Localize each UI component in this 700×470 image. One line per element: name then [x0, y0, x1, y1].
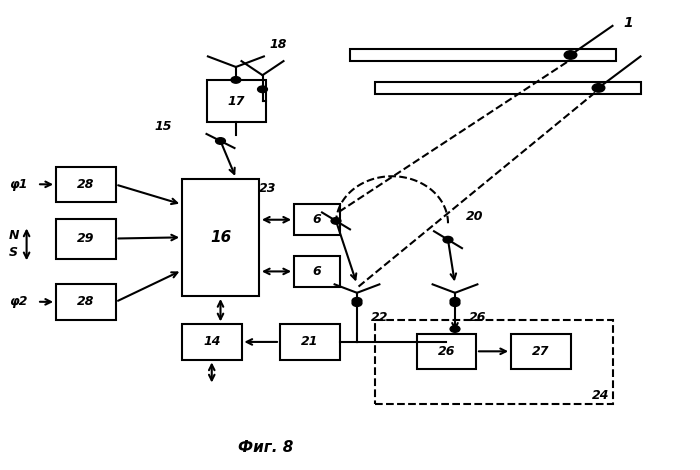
Bar [56, 219, 116, 258]
Text: 28: 28 [77, 296, 94, 308]
Text: 21: 21 [301, 336, 318, 348]
Text: 29: 29 [77, 232, 94, 245]
Text: 22: 22 [371, 311, 388, 324]
Bar [374, 82, 640, 94]
Bar [416, 334, 476, 369]
Bar [56, 284, 116, 320]
Text: Фиг. 8: Фиг. 8 [238, 440, 294, 455]
Circle shape [352, 298, 362, 304]
Circle shape [231, 77, 241, 83]
Text: 15: 15 [154, 120, 172, 133]
Circle shape [258, 86, 267, 93]
Text: 18: 18 [270, 38, 287, 51]
Text: 23: 23 [259, 181, 276, 195]
Bar [182, 324, 241, 360]
Text: 24: 24 [592, 389, 609, 402]
Text: 26: 26 [469, 311, 486, 324]
Text: 14: 14 [203, 336, 220, 348]
Bar [56, 167, 116, 202]
Bar [374, 320, 612, 404]
Bar [206, 80, 266, 122]
Text: S: S [9, 246, 18, 259]
Text: 17: 17 [228, 94, 245, 108]
Bar [350, 49, 616, 61]
Bar [182, 179, 259, 296]
Text: 26: 26 [438, 345, 455, 358]
Circle shape [352, 300, 362, 306]
Text: 16: 16 [210, 230, 231, 245]
Circle shape [450, 326, 460, 332]
Circle shape [331, 218, 341, 224]
Circle shape [216, 138, 225, 144]
Text: 20: 20 [466, 210, 483, 223]
Circle shape [592, 84, 605, 92]
Text: 28: 28 [77, 178, 94, 191]
Circle shape [443, 236, 453, 243]
Circle shape [450, 300, 460, 306]
Bar [294, 256, 340, 287]
Bar [294, 204, 340, 235]
Text: 6: 6 [312, 265, 321, 278]
Bar [280, 324, 340, 360]
Text: N: N [9, 228, 20, 242]
Circle shape [564, 51, 577, 59]
Text: 1: 1 [623, 16, 633, 30]
Text: 6: 6 [312, 213, 321, 226]
Circle shape [450, 298, 460, 304]
Text: φ2: φ2 [9, 295, 27, 308]
Text: φ1: φ1 [9, 178, 27, 191]
Text: 27: 27 [532, 345, 550, 358]
Bar [511, 334, 570, 369]
